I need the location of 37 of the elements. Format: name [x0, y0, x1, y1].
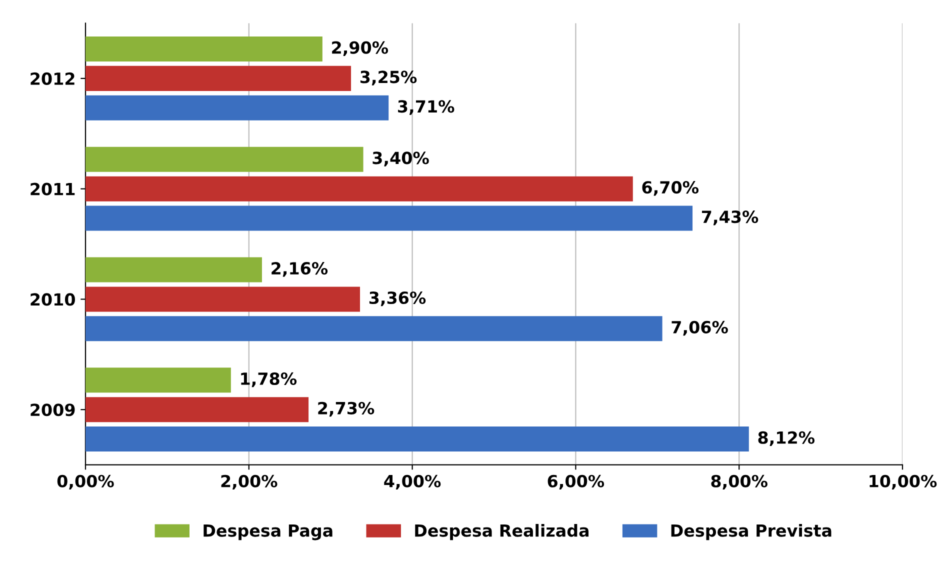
bar — [86, 397, 309, 422]
x-tick-label: 0,00% — [57, 474, 114, 490]
x-tick-label: 10,00% — [870, 474, 937, 490]
bar — [86, 426, 749, 452]
bar — [86, 368, 231, 393]
data-label: 3,25% — [360, 70, 417, 86]
legend-label: Despesa Paga — [204, 524, 332, 540]
data-label: 3,36% — [369, 291, 426, 306]
x-tick-label: 8,00% — [711, 474, 768, 490]
data-label: 3,71% — [398, 100, 454, 115]
x-tick-label: 6,00% — [548, 474, 604, 490]
data-label: 8,12% — [758, 431, 815, 446]
y-tick-label: 2012 — [30, 72, 74, 86]
data-label: 1,78% — [241, 372, 297, 388]
bar — [86, 95, 389, 120]
bar — [86, 286, 360, 312]
y-tick-label: 2011 — [30, 182, 75, 196]
bar — [86, 176, 633, 202]
x-tick-label: 2,00% — [221, 474, 278, 490]
bar — [86, 146, 364, 172]
x-tick-label: 4,00% — [384, 474, 441, 490]
bar — [86, 257, 262, 282]
data-label: 7,43% — [702, 210, 758, 226]
data-label: 2,16% — [272, 262, 328, 277]
bar — [86, 316, 662, 342]
data-label: 7,06% — [672, 320, 728, 336]
data-label: 2,73% — [318, 402, 374, 417]
bar — [86, 66, 352, 91]
data-label: 2,90% — [332, 41, 388, 56]
data-label: 3,40% — [372, 152, 429, 166]
legend-label: Despesa Prevista — [671, 524, 832, 540]
data-label: 6,70% — [642, 181, 699, 196]
y-tick-label: 2009 — [30, 404, 75, 416]
bar — [86, 36, 322, 62]
legend-label: Despesa Realizada — [415, 524, 588, 540]
y-tick-label: 2010 — [30, 293, 75, 306]
bar — [86, 206, 693, 231]
